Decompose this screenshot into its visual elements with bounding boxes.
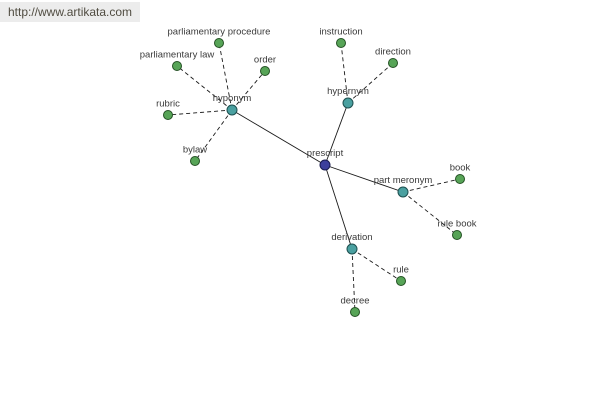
edge-derivation-rule — [351, 248, 402, 282]
node-parliamentary-law[interactable] — [172, 61, 182, 71]
node-direction[interactable] — [388, 58, 398, 68]
node-label-parliamentary-law: parliamentary law — [140, 50, 215, 61]
site-url-link[interactable]: http://www.artikata.com — [0, 2, 140, 22]
node-label-order: order — [254, 55, 276, 66]
node-rule[interactable] — [396, 276, 406, 286]
node-label-rule-book: rule book — [437, 219, 476, 230]
node-label-part-meronym: part meronym — [374, 175, 433, 186]
node-label-parliamentary-procedure: parliamentary procedure — [168, 27, 271, 38]
node-label-rule: rule — [393, 265, 409, 276]
node-label-hyponym: hyponym — [213, 93, 252, 104]
edge-hyponym-bylaw — [194, 109, 233, 162]
node-label-hypernym: hypernym — [327, 86, 369, 97]
edge-prescript-part-meronym — [324, 164, 404, 193]
node-label-direction: direction — [375, 47, 411, 58]
edge-prescript-hyponym — [231, 109, 326, 166]
node-prescript[interactable] — [319, 159, 331, 171]
edge-hypernym-direction — [347, 62, 394, 104]
node-book[interactable] — [455, 174, 465, 184]
node-label-book: book — [450, 163, 471, 174]
edge-hyponym-rubric — [167, 109, 233, 116]
edge-hyponym-order — [231, 70, 266, 111]
edge-hypernym-instruction — [340, 42, 349, 104]
node-decree[interactable] — [350, 307, 360, 317]
node-label-decree: decree — [340, 296, 369, 307]
node-label-derivation: derivation — [331, 232, 372, 243]
node-label-prescript: prescript — [307, 148, 344, 159]
edge-hyponym-parliamentary-procedure — [218, 42, 233, 111]
edge-part-meronym-rule-book — [402, 191, 458, 236]
node-part-meronym[interactable] — [397, 186, 409, 198]
edge-prescript-derivation — [324, 164, 353, 250]
edge-derivation-decree — [351, 248, 356, 313]
edge-hyponym-parliamentary-law — [176, 65, 233, 111]
node-instruction[interactable] — [336, 38, 346, 48]
node-label-bylaw: bylaw — [183, 145, 207, 156]
edge-part-meronym-book — [402, 178, 461, 193]
node-derivation[interactable] — [346, 243, 358, 255]
node-hyponym[interactable] — [226, 104, 238, 116]
node-rule-book[interactable] — [452, 230, 462, 240]
node-rubric[interactable] — [163, 110, 173, 120]
node-bylaw[interactable] — [190, 156, 200, 166]
node-parliamentary-procedure[interactable] — [214, 38, 224, 48]
node-order[interactable] — [260, 66, 270, 76]
node-label-rubric: rubric — [156, 99, 180, 110]
edge-prescript-hypernym — [324, 102, 349, 166]
node-hypernym[interactable] — [342, 97, 354, 109]
node-label-instruction: instruction — [319, 27, 362, 38]
